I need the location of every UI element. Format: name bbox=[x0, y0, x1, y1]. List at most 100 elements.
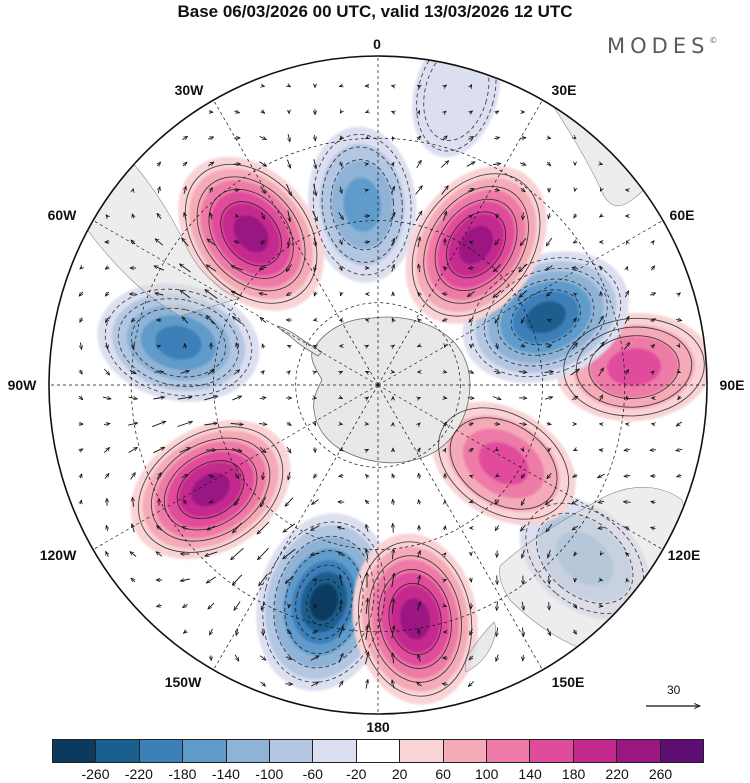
wind-vector bbox=[466, 161, 475, 167]
wind-vector bbox=[340, 111, 342, 113]
wind-vector bbox=[469, 241, 472, 242]
wind-vector bbox=[575, 189, 576, 192]
wind-vector bbox=[445, 526, 446, 531]
wind-vector bbox=[314, 372, 317, 373]
wind-vector bbox=[469, 655, 473, 660]
wind-vector bbox=[258, 424, 267, 425]
wind-vector bbox=[470, 578, 471, 582]
wind-vector bbox=[625, 370, 628, 375]
wind-vector bbox=[467, 398, 475, 399]
wind-vector bbox=[183, 631, 186, 634]
wind-vector bbox=[234, 241, 240, 243]
wind-vector bbox=[204, 423, 217, 425]
colorbar-tick-label: 60 bbox=[435, 766, 451, 782]
wind-vector bbox=[234, 111, 240, 113]
wind-vector bbox=[495, 238, 500, 245]
wind-vector bbox=[133, 497, 134, 507]
anomaly-southeast-pacific-negative bbox=[97, 283, 260, 402]
wind-vector bbox=[312, 631, 318, 634]
wind-vector bbox=[545, 397, 553, 399]
wind-vector bbox=[469, 317, 474, 322]
colorbar-swatch-5 bbox=[270, 740, 314, 762]
colorbar-swatch-7 bbox=[356, 740, 401, 762]
wind-vector bbox=[314, 237, 316, 246]
wind-vector bbox=[572, 268, 579, 269]
wind-vector bbox=[236, 628, 238, 636]
wind-vector bbox=[468, 681, 475, 686]
wind-vector bbox=[206, 576, 216, 583]
modes-logo: MODES© bbox=[607, 34, 717, 58]
wind-vector bbox=[522, 627, 523, 637]
wind-vector bbox=[260, 186, 266, 193]
wind-vector bbox=[182, 136, 187, 139]
wind-vector bbox=[340, 265, 343, 271]
wind-vector bbox=[522, 549, 525, 558]
wind-vector bbox=[393, 653, 394, 664]
wind-vector bbox=[418, 237, 420, 248]
wind-vector bbox=[157, 605, 162, 606]
reference-vector-value: 30 bbox=[667, 683, 681, 697]
wind-vector bbox=[259, 573, 268, 586]
wind-vector bbox=[339, 85, 342, 86]
wind-vector bbox=[286, 264, 293, 271]
wind-vector bbox=[627, 267, 628, 270]
wind-vector bbox=[678, 372, 681, 373]
wind-vector bbox=[129, 369, 136, 375]
wind-vector bbox=[678, 345, 680, 348]
wind-vector bbox=[205, 290, 218, 299]
wind-vector bbox=[207, 162, 214, 167]
wind-vector bbox=[131, 578, 136, 582]
wind-vector bbox=[288, 471, 290, 480]
wind-vector bbox=[598, 368, 604, 377]
wind-vector bbox=[288, 134, 290, 142]
wind-vector bbox=[366, 164, 369, 165]
wind-vector bbox=[132, 524, 135, 533]
wind-vector bbox=[470, 502, 473, 503]
meridian-5 bbox=[377, 384, 543, 671]
wind-vector bbox=[392, 264, 394, 272]
wind-vector bbox=[259, 446, 266, 452]
wind-vector bbox=[337, 527, 345, 529]
wind-vector bbox=[310, 655, 319, 661]
wind-vector bbox=[184, 213, 186, 220]
wind-vector bbox=[573, 475, 578, 478]
wind-vector bbox=[393, 499, 394, 505]
wind-vector bbox=[625, 526, 630, 529]
wind-vector bbox=[260, 601, 266, 610]
wind-vector bbox=[206, 265, 217, 272]
colorbar-tick-label: 260 bbox=[648, 766, 673, 782]
wind-vector bbox=[288, 237, 290, 247]
wind-vector bbox=[548, 213, 550, 219]
wind-vector bbox=[341, 600, 342, 612]
wind-vector bbox=[442, 294, 448, 295]
wind-vector bbox=[180, 290, 191, 299]
wind-vector bbox=[493, 371, 500, 373]
wind-vector bbox=[231, 266, 243, 271]
wind-vector bbox=[314, 398, 317, 399]
wind-vector bbox=[366, 549, 368, 560]
wind-vector bbox=[626, 553, 629, 556]
wind-vector bbox=[600, 580, 603, 581]
wind-vector bbox=[286, 184, 292, 196]
wind-vector bbox=[415, 186, 423, 195]
wind-vector bbox=[261, 239, 266, 245]
wind-vector bbox=[259, 161, 266, 167]
wind-vector bbox=[573, 603, 577, 609]
wind-vector bbox=[418, 654, 421, 662]
wind-vector bbox=[207, 370, 214, 375]
wind-vector bbox=[340, 186, 342, 194]
wind-vector bbox=[339, 476, 344, 477]
wind-vectors bbox=[79, 84, 683, 689]
wind-vector bbox=[81, 500, 82, 504]
wind-vector bbox=[366, 524, 368, 532]
wind-vector bbox=[340, 575, 342, 586]
wind-vector bbox=[600, 215, 603, 217]
wind-vector bbox=[467, 291, 475, 297]
wind-vector bbox=[130, 473, 136, 480]
wind-vector bbox=[314, 320, 317, 321]
wind-vector bbox=[546, 237, 553, 246]
wind-vector bbox=[521, 524, 526, 531]
wind-vector bbox=[131, 240, 136, 245]
wind-vector bbox=[103, 423, 110, 424]
wind-vector bbox=[105, 551, 109, 557]
